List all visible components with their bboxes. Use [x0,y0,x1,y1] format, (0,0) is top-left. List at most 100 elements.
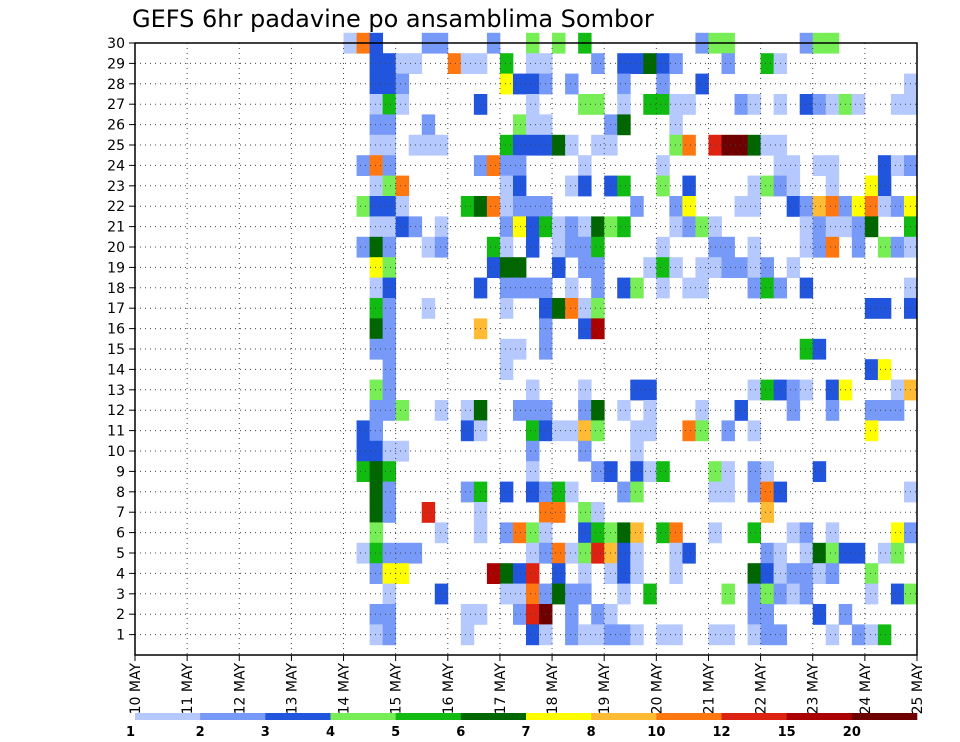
heatmap-cell [786,522,801,544]
heatmap-cell [382,114,397,136]
heatmap-cell [382,583,397,605]
heatmap-cell [669,216,683,238]
heatmap-cell [591,298,605,319]
heatmap-cell [578,175,592,197]
heatmap-cell [460,53,475,74]
y-tick-label: 20 [107,240,125,256]
heatmap-cell [877,359,892,380]
heatmap-cell [656,522,670,544]
heatmap-cell [369,318,384,340]
heatmap-cell [369,502,384,523]
heatmap-cell [630,420,644,442]
y-tick-label: 25 [107,138,125,154]
heatmap-cell [526,196,540,217]
heatmap-cell [552,502,566,523]
heatmap-cell [369,73,384,95]
heatmap-cell [877,298,892,319]
heatmap-cell [617,53,631,74]
y-tick-label: 21 [107,220,125,236]
heatmap-cell [669,257,683,278]
heatmap-cell [760,542,775,564]
colorbar-legend: 1 2 3 4 5 6 7 8 10 12 15 20 [126,713,918,740]
heatmap-cell [395,542,410,564]
colorbar-label: 8 [587,725,596,740]
heatmap-cell [526,94,540,115]
x-tick-label: 19 MAY [597,663,613,715]
heatmap-cell [760,134,775,156]
colorbar-label: 3 [261,725,270,740]
y-tick-label: 26 [107,118,125,134]
heatmap-cell [786,196,801,217]
heatmap-cell [526,400,540,421]
heatmap-cell [421,298,436,319]
heatmap-cell [512,338,527,360]
y-tick-label: 6 [116,526,125,542]
heatmap-cell [617,94,631,115]
heatmap-cell [747,624,761,646]
y-tick-label: 17 [107,301,125,317]
heatmap-cell [760,175,775,197]
heatmap-cell [382,481,397,503]
heatmap-cell [460,481,475,503]
heatmap-cell [721,624,735,646]
heatmap-cell [656,257,670,278]
heatmap-cell [578,522,592,544]
colorbar-label: 15 [778,725,796,740]
heatmap-cell [526,236,540,258]
heatmap-cell [382,461,397,482]
heatmap-cell [591,134,605,156]
heatmap-cell [799,277,814,299]
heatmap-cell [499,175,514,197]
heatmap-cell [486,196,501,217]
heatmap-cell [578,155,592,176]
heatmap-cell [526,542,540,564]
heatmap-cell [578,318,592,340]
heatmap-cell [630,196,644,217]
heatmap-cell [630,481,644,503]
heatmap-cell [382,155,397,176]
heatmap-cell [669,134,683,156]
heatmap-cell [864,563,879,584]
x-tick-label: 25 MAY [910,663,926,715]
heatmap-cell [721,257,735,278]
heatmap-cell [434,134,449,156]
heatmap-cell [356,440,370,462]
heatmap-cell [382,563,397,584]
heatmap-cell [799,216,814,238]
heatmap-cell [565,236,579,258]
heatmap-cell [565,298,579,319]
heatmap-cell [734,257,748,278]
heatmap-cell [812,338,827,360]
colorbar-label: 4 [326,725,335,740]
heatmap-cell [799,379,814,401]
heatmap-cell [591,53,605,74]
heatmap-cell [499,298,514,319]
heatmap-cell [499,522,514,544]
x-tick-label: 12 MAY [232,663,248,715]
heatmap-cell [890,196,905,217]
heatmap-cell [369,542,384,564]
heatmap-cell [421,502,436,523]
heatmap-cell [747,175,761,197]
y-tick-label: 1 [116,628,125,644]
heatmap-cell [851,216,866,238]
chart-title: GEFS 6hr padavine po ansamblima Sombor [132,5,654,33]
heatmap-cell [369,461,384,482]
heatmap-cell [552,257,566,278]
heatmap-cell [526,522,540,544]
heatmap-cell [369,196,384,217]
colorbar-label: 1 [126,725,135,740]
heatmap-cell [786,400,801,421]
heatmap-cell [682,196,696,217]
heatmap-cell [552,481,566,503]
heatmap-cell [552,420,566,442]
heatmap-cell [565,216,579,238]
colorbar-swatch [526,713,592,720]
heatmap-cell [578,583,592,605]
heatmap-cell [499,257,514,278]
heatmap-cell [630,277,644,299]
x-tick-label: 10 MAY [128,663,144,715]
y-tick-label: 13 [107,383,125,399]
heatmap-cell [877,196,892,217]
